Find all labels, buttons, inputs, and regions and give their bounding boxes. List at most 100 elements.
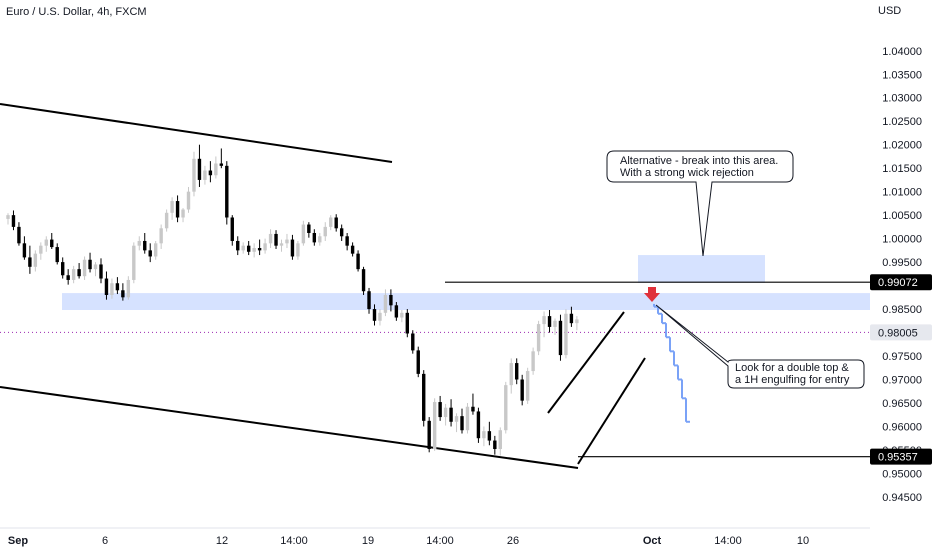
candle-body — [296, 243, 300, 257]
level-price-tag: 0.99072 — [870, 274, 932, 291]
candle-body — [569, 313, 574, 324]
candle — [181, 208, 185, 223]
candle-body — [99, 264, 103, 279]
candle — [438, 395, 442, 421]
candle-body — [427, 420, 431, 450]
price-axis[interactable]: USD 1.04000 1.03500 1.03000 1.02500 1.02000 1.… — [870, 5, 932, 504]
candle-body — [454, 416, 459, 422]
time-tick-label: 14:00 — [426, 535, 454, 547]
candle-body — [531, 351, 535, 372]
candle-body — [525, 371, 530, 401]
candle — [482, 426, 486, 447]
candle-body — [361, 269, 366, 292]
candle — [296, 240, 300, 260]
candle — [520, 374, 524, 406]
candle-body — [77, 269, 81, 277]
candle-body — [121, 290, 125, 298]
candle — [44, 236, 48, 252]
candle-body — [241, 245, 245, 251]
candle-body — [82, 259, 87, 277]
candle — [82, 256, 87, 280]
chart-title: Euro / U.S. Dollar, 4h, FXCM — [6, 6, 147, 18]
alternative-callout-line2: With a strong wick rejection — [620, 167, 754, 179]
candle — [17, 222, 21, 246]
candle — [279, 239, 284, 252]
candle — [476, 407, 481, 443]
price-tick-label: 1.01500 — [882, 163, 922, 175]
lower-channel-trendline — [0, 386, 579, 469]
time-tick-label: 26 — [507, 535, 519, 547]
candle-body — [547, 316, 552, 327]
candle-body — [411, 333, 415, 351]
candle — [432, 398, 437, 451]
time-tick-label: Sep — [8, 535, 28, 547]
candle — [219, 148, 224, 169]
candle-body — [443, 407, 448, 418]
candle — [312, 229, 317, 246]
candle — [564, 309, 568, 359]
candle — [323, 222, 327, 241]
candle — [225, 161, 229, 225]
time-tick-label: 12 — [216, 535, 228, 547]
time-axis[interactable]: Sep 6 12 14:00 19 14:00 26 Oct 14:00 10 — [0, 527, 870, 547]
candle — [104, 271, 109, 300]
candle-body — [389, 294, 393, 306]
candle — [394, 302, 399, 321]
candle-body — [143, 240, 147, 251]
candle-body — [558, 320, 563, 356]
time-tick-label: Oct — [643, 535, 662, 547]
candle-body — [536, 324, 541, 352]
candle-body — [66, 275, 70, 280]
price-tick-label: 0.97000 — [882, 375, 922, 387]
candle-body — [263, 243, 267, 251]
candle — [170, 197, 174, 220]
candle — [367, 287, 371, 314]
candle — [61, 257, 65, 279]
candle — [411, 330, 415, 354]
candle-body — [449, 407, 453, 422]
candle — [350, 242, 355, 257]
candle — [471, 393, 475, 415]
candle — [504, 381, 508, 434]
projection-layer — [653, 303, 690, 423]
candle-body — [339, 228, 344, 237]
candle — [22, 236, 27, 260]
candle — [257, 239, 262, 256]
candle — [427, 417, 431, 453]
candle — [192, 151, 196, 197]
alternative-callout-line1: Alternative - break into this area. — [620, 155, 778, 167]
candle-body — [476, 411, 481, 439]
candle-body — [564, 313, 568, 356]
candle — [6, 213, 10, 225]
current-price-tag: 0.98005 — [870, 324, 932, 341]
level-price-tag-bg — [870, 274, 932, 291]
candle — [71, 265, 76, 284]
price-axis-unit: USD — [878, 5, 901, 17]
candle — [542, 311, 546, 338]
candle — [164, 209, 169, 232]
candle — [307, 222, 311, 238]
current-price-tag-bg — [870, 324, 932, 341]
candle — [274, 230, 278, 249]
candle-body — [504, 385, 508, 431]
candle-body — [28, 257, 32, 267]
candle — [236, 236, 240, 256]
candle-body — [159, 228, 163, 244]
candle — [175, 195, 180, 223]
candle — [203, 165, 207, 185]
candle — [339, 224, 344, 241]
candle — [99, 258, 103, 284]
candle — [88, 252, 92, 273]
candle-body — [192, 158, 196, 192]
candle — [361, 266, 366, 295]
price-tick-label: 1.02500 — [882, 116, 922, 128]
candle-body — [257, 248, 262, 251]
candle-body — [575, 319, 579, 324]
candle-body — [230, 217, 234, 241]
candle-body — [11, 215, 16, 227]
candle — [55, 243, 59, 265]
level-price-tag-bg — [870, 448, 932, 465]
candle-body — [290, 239, 295, 257]
candle-body — [186, 191, 191, 210]
